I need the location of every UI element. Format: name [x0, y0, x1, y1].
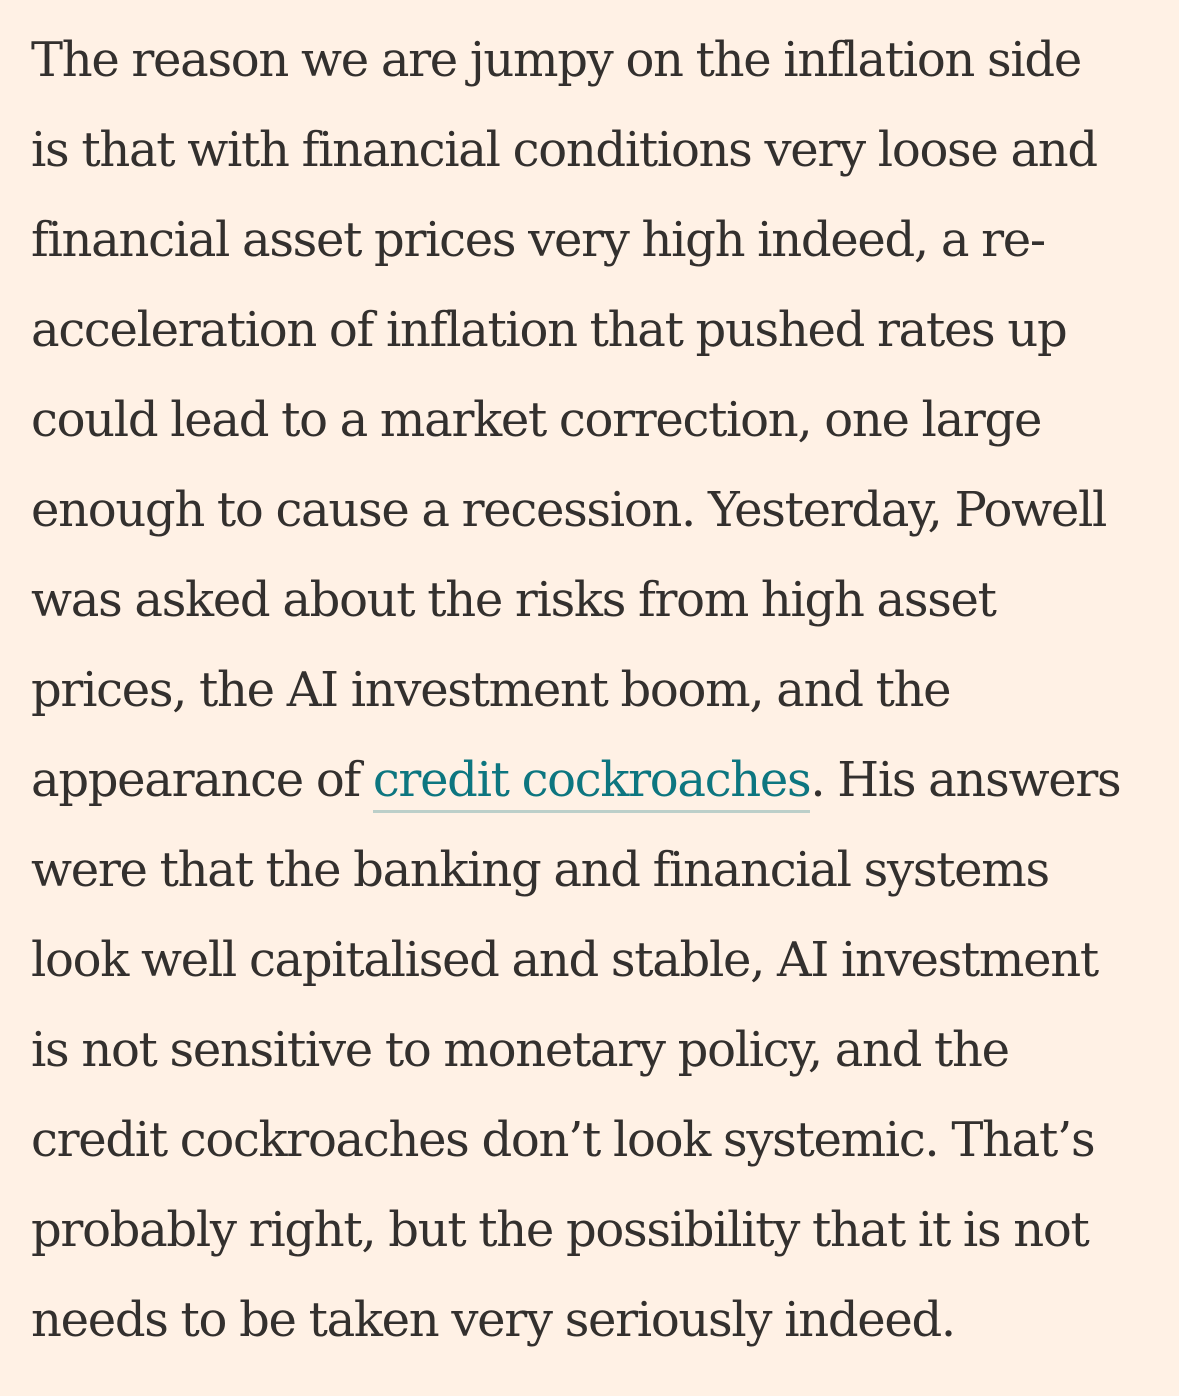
paragraph-line: is that with financial conditions very l… [31, 122, 1098, 178]
paragraph-text: appearance of [31, 752, 373, 808]
paragraph-line: enough to cause a recession. Yesterday, … [31, 482, 1107, 538]
paragraph-line: acceleration of inflation that pushed ra… [31, 302, 1068, 358]
paragraph-line: financial asset prices very high indeed,… [31, 212, 1046, 268]
paragraph-line: needs to be taken very seriously indeed. [31, 1292, 956, 1348]
paragraph-line: were that the banking and financial syst… [31, 842, 1050, 898]
paragraph-line: The reason we are jumpy on the inflation… [31, 32, 1082, 88]
paragraph-line: could lead to a market correction, one l… [31, 392, 1042, 448]
paragraph-line: was asked about the risks from high asse… [31, 572, 997, 628]
paragraph-line: look well capitalised and stable, AI inv… [31, 932, 1099, 988]
paragraph-line: probably right, but the possibility that… [31, 1202, 1090, 1258]
paragraph-text: . His answers [810, 752, 1121, 808]
credit-cockroaches-link[interactable]: credit cockroaches [372, 752, 812, 813]
paragraph-line: prices, the AI investment boom, and the [31, 662, 952, 718]
paragraph-line-with-link: appearance of credit cockroaches. His an… [31, 735, 1122, 825]
paragraph-line: is not sensitive to monetary policy, and… [31, 1022, 1010, 1078]
paragraph-line: credit cockroaches don’t look systemic. … [31, 1112, 1096, 1168]
